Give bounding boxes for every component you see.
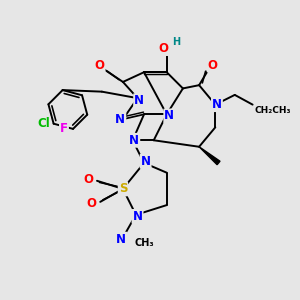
Text: N: N <box>129 134 139 147</box>
Text: N: N <box>116 232 126 246</box>
Text: O: O <box>208 58 218 72</box>
Text: N: N <box>133 210 142 223</box>
Text: N: N <box>141 155 151 168</box>
Text: N: N <box>115 113 125 126</box>
Text: Cl: Cl <box>37 117 50 130</box>
Text: F: F <box>60 122 68 135</box>
Text: O: O <box>158 42 169 55</box>
Text: O: O <box>86 197 96 210</box>
Text: O: O <box>83 173 93 186</box>
Text: N: N <box>134 94 144 107</box>
Text: H: H <box>172 37 180 47</box>
Text: CH₂CH₃: CH₂CH₃ <box>254 106 291 115</box>
Text: CH₃: CH₃ <box>134 238 154 248</box>
Text: N: N <box>164 110 174 122</box>
Text: N: N <box>212 98 222 111</box>
Polygon shape <box>199 147 220 165</box>
Text: O: O <box>94 58 105 72</box>
Text: S: S <box>119 182 127 195</box>
